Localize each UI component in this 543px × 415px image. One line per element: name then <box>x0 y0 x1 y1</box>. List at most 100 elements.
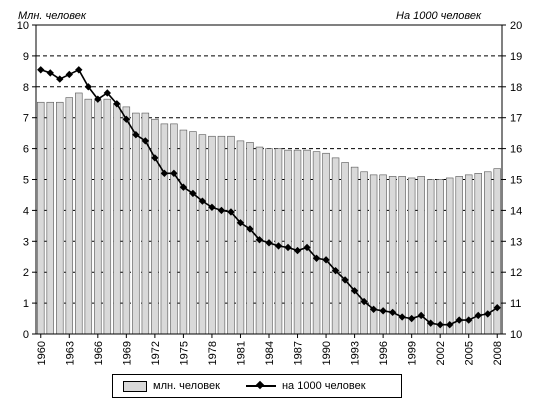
right-tick-label: 10 <box>510 329 522 341</box>
line-point-1982 <box>246 225 254 233</box>
bar-1962 <box>56 101 64 335</box>
bar-1965 <box>84 98 93 335</box>
line-point-1972 <box>151 154 159 162</box>
x-tick-label: 1960 <box>36 341 48 365</box>
left-tick-label: 0 <box>23 329 29 341</box>
line-point-1998 <box>398 313 406 321</box>
bar-1966 <box>94 100 102 335</box>
x-tick-label: 1993 <box>350 341 362 365</box>
left-tick-label: 7 <box>23 113 29 125</box>
bar-1960 <box>37 101 45 335</box>
left-tick-label: 4 <box>23 205 29 217</box>
legend-bar-swatch <box>123 380 147 392</box>
line-point-1991 <box>331 266 340 275</box>
bar-1981 <box>236 140 245 335</box>
left-tick-label: 3 <box>23 236 29 248</box>
line-point-1992 <box>341 276 349 284</box>
x-tick-label: 1987 <box>293 341 305 365</box>
line-point-1964 <box>75 66 83 74</box>
bar-1994 <box>360 171 368 335</box>
bar-1976 <box>189 131 197 335</box>
line-point-2000 <box>417 311 425 320</box>
bar-1978 <box>208 135 216 335</box>
bar-1988 <box>303 149 311 335</box>
bar-1972 <box>151 118 159 335</box>
line-point-1997 <box>388 308 397 317</box>
line-point-2002 <box>436 321 444 329</box>
x-tick-label: 1990 <box>321 341 333 365</box>
x-tick-label: 1966 <box>93 341 105 365</box>
bar-1967 <box>103 98 112 335</box>
x-tick-label: 2008 <box>492 341 504 365</box>
legend-item-bars: млн. человек <box>123 380 220 392</box>
line-point-2004 <box>455 316 463 324</box>
right-tick-label: 14 <box>510 205 522 217</box>
x-tick-label: 1978 <box>207 341 219 365</box>
right-axis-title: На 1000 человек <box>396 10 482 22</box>
line-point-2007 <box>484 310 492 318</box>
legend-label-bars: млн. человек <box>153 380 220 392</box>
right-tick-label: 16 <box>510 144 522 156</box>
bar-1969 <box>122 106 131 335</box>
x-tick-label: 1969 <box>121 341 133 365</box>
line-point-2006 <box>474 311 482 320</box>
bar-1986 <box>284 149 292 335</box>
bar-1980 <box>227 135 235 335</box>
left-tick-label: 9 <box>23 51 29 63</box>
x-tick-label: 1975 <box>178 341 190 365</box>
line-point-1980 <box>227 208 235 216</box>
bar-1990 <box>322 152 330 335</box>
line-point-1993 <box>350 287 359 295</box>
x-tick-label: 1999 <box>407 341 419 365</box>
line-point-1960 <box>37 66 45 74</box>
bar-1961 <box>46 101 54 335</box>
line-point-1973 <box>160 169 169 177</box>
line-point-1996 <box>379 307 387 315</box>
right-tick-label: 15 <box>510 175 522 187</box>
bar-2004 <box>455 176 463 335</box>
bar-1985 <box>274 148 283 335</box>
legend-item-line: на 1000 человек <box>245 380 366 392</box>
x-tick-label: 2002 <box>435 341 447 365</box>
line-point-1968 <box>113 100 121 108</box>
line-point-1983 <box>255 236 264 244</box>
left-tick-label: 1 <box>23 298 29 310</box>
bar-2007 <box>484 171 492 335</box>
line-point-1979 <box>217 206 226 215</box>
left-tick-label: 2 <box>23 267 29 279</box>
bar-1970 <box>132 112 140 335</box>
bar-1999 <box>407 177 416 335</box>
line-point-1984 <box>265 239 273 247</box>
bar-1982 <box>246 142 254 335</box>
x-tick-label: 1981 <box>235 341 247 365</box>
bar-1964 <box>75 92 83 335</box>
x-tick-label: 2005 <box>464 341 476 365</box>
line-point-1974 <box>170 169 178 177</box>
bar-1998 <box>398 176 406 335</box>
line-point-1987 <box>293 246 302 255</box>
left-axis-title: Млн. человек <box>18 10 87 22</box>
bar-2003 <box>445 177 454 335</box>
line-point-1963 <box>65 70 73 79</box>
bar-1973 <box>160 123 169 335</box>
x-tick-label: 1984 <box>264 341 276 365</box>
line-point-2008 <box>493 304 501 312</box>
bar-1992 <box>341 162 349 335</box>
bar-2002 <box>436 179 444 335</box>
bar-1963 <box>65 97 74 335</box>
x-tick-label: 1996 <box>378 341 390 365</box>
line-point-1970 <box>132 131 140 139</box>
line-point-1967 <box>103 89 112 97</box>
bar-1977 <box>198 134 207 335</box>
bar-2006 <box>474 173 482 335</box>
line-point-1990 <box>322 256 330 264</box>
line-point-2001 <box>426 319 435 327</box>
legend-label-line: на 1000 человек <box>281 380 366 392</box>
bar-2005 <box>464 174 473 335</box>
bar-1974 <box>170 123 178 335</box>
bar-2000 <box>417 176 425 335</box>
left-tick-label: 10 <box>17 20 29 32</box>
right-tick-label: 13 <box>510 236 522 248</box>
left-tick-label: 8 <box>23 82 29 94</box>
bar-1993 <box>350 166 359 335</box>
